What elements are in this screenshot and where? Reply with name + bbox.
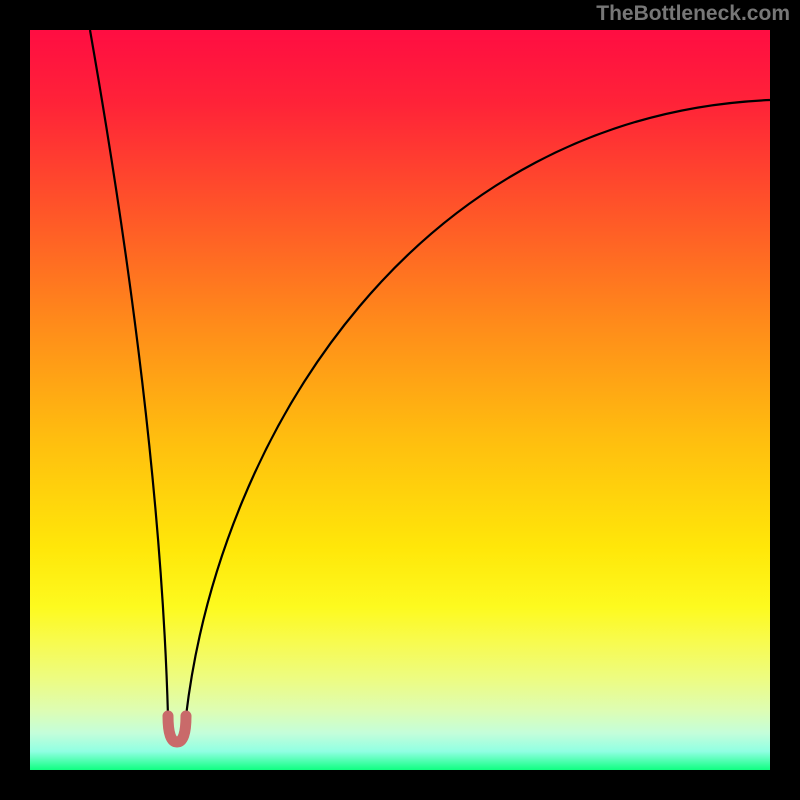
watermark-text: TheBottleneck.com: [596, 2, 790, 26]
plot-background: [30, 30, 770, 770]
chart-canvas: TheBottleneck.com: [0, 0, 800, 800]
chart-svg: [0, 0, 800, 800]
